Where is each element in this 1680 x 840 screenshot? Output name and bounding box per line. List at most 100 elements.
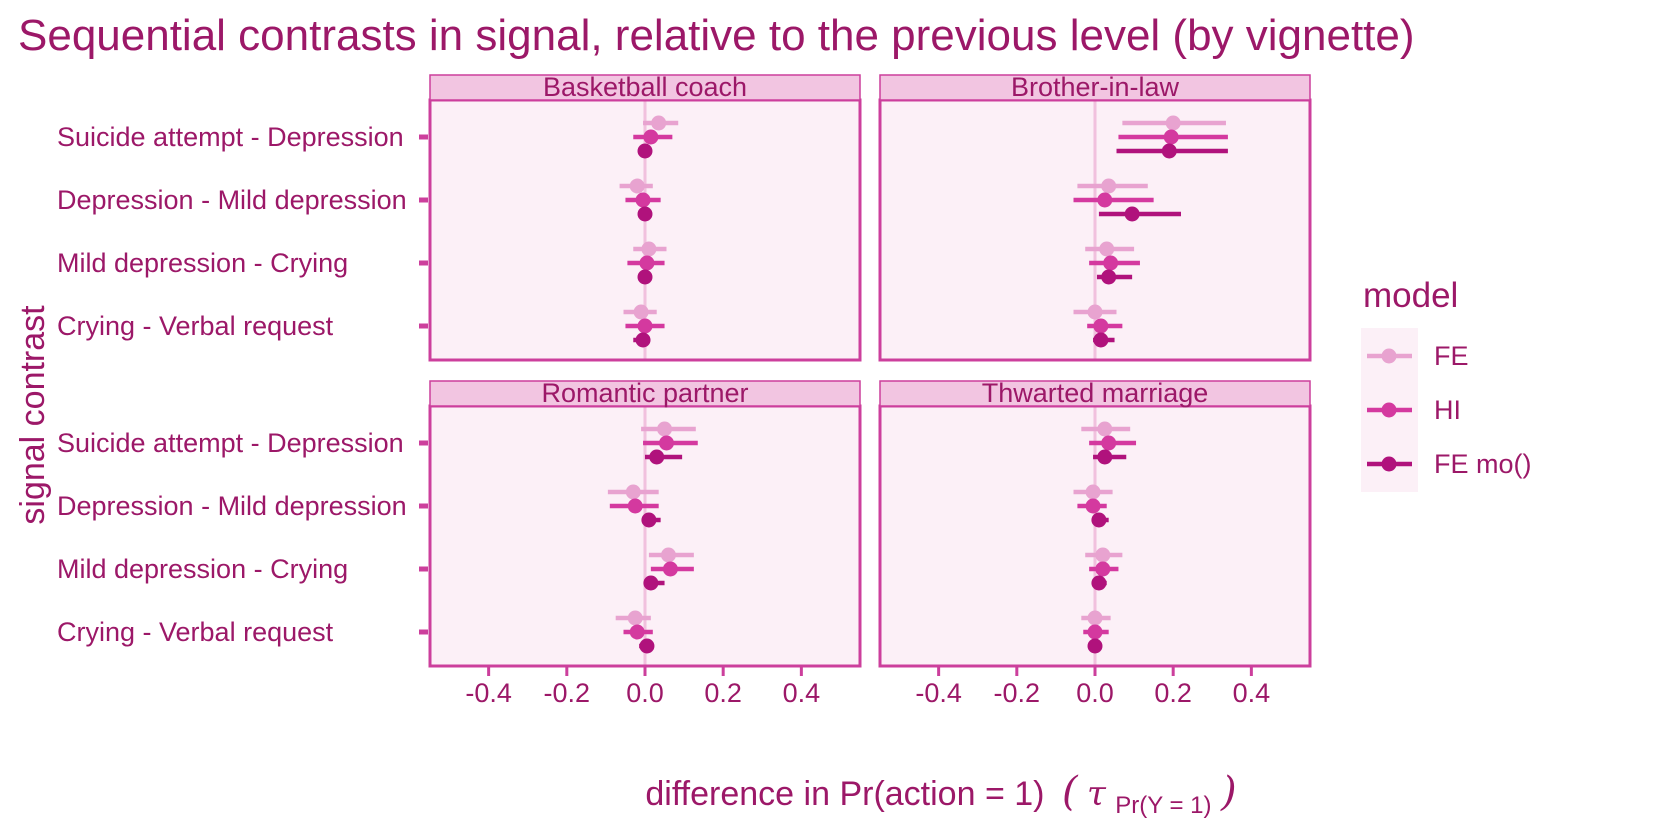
point-fe-mo-suicide-attempt-depression	[1161, 143, 1177, 159]
point-hi-crying-verbal-request	[629, 624, 645, 640]
point-fe-depression-mild-depression	[629, 178, 645, 194]
point-hi-crying-verbal-request	[637, 318, 653, 334]
legend: model FE HI FE mo()	[1361, 276, 1532, 492]
legend-item-fe-mo: FE mo()	[1367, 449, 1532, 479]
series-fe-mo	[639, 449, 683, 654]
legend-label: FE	[1434, 341, 1469, 371]
x-tick-label: 0.0	[626, 678, 664, 708]
point-fe-depression-mild-depression	[1085, 484, 1101, 500]
legend-key-point	[1381, 402, 1397, 418]
x-tick-label: 0.4	[783, 678, 821, 708]
point-fe-suicide-attempt-depression	[1165, 115, 1181, 131]
x-axis-title-open-paren: (	[1062, 769, 1079, 815]
point-fe-mo-mild-depression-crying	[643, 575, 659, 591]
panel-brother-in-law: Brother-in-law	[878, 72, 1312, 362]
panel-strip	[429, 380, 861, 407]
point-fe-crying-verbal-request	[1087, 304, 1103, 320]
panel-strip	[429, 74, 861, 101]
x-axis-title: difference in Pr(action = 1) ( τ Pr(Y = …	[645, 769, 1236, 821]
panel-strip	[879, 74, 1311, 101]
panel-basketball-coach: Basketball coach	[428, 72, 862, 362]
point-hi-mild-depression-crying	[662, 561, 678, 577]
point-fe-mo-suicide-attempt-depression	[1097, 449, 1113, 465]
panel-thwarted-marriage: Thwarted marriage	[878, 378, 1312, 668]
point-fe-mo-depression-mild-depression	[641, 512, 657, 528]
series-fe-mo	[1087, 449, 1127, 654]
point-fe-crying-verbal-request	[1087, 610, 1103, 626]
panels: Basketball coach Brother-in-law Romantic p…	[428, 72, 1312, 668]
point-fe-mo-crying-verbal-request	[1093, 332, 1109, 348]
point-fe-mo-mild-depression-crying	[1091, 575, 1107, 591]
y-tick-label: Suicide attempt - Depression	[57, 428, 404, 458]
x-axis-title-close-paren: )	[1220, 769, 1237, 815]
point-fe-depression-mild-depression	[625, 484, 641, 500]
series-hi	[625, 129, 673, 334]
point-fe-depression-mild-depression	[1101, 178, 1117, 194]
x-tick-label: 0.0	[1076, 678, 1114, 708]
point-hi-suicide-attempt-depression	[1101, 435, 1117, 451]
legend-title: model	[1363, 276, 1458, 315]
point-fe-crying-verbal-request	[633, 304, 649, 320]
point-hi-mild-depression-crying	[639, 255, 655, 271]
point-fe-mo-depression-mild-depression	[637, 206, 653, 222]
legend-item-fe: FE	[1367, 341, 1469, 371]
legend-key-point	[1381, 348, 1397, 364]
y-tick-label: Depression - Mild depression	[57, 491, 407, 521]
panel-romantic-partner: Romantic partner	[428, 378, 862, 668]
panel-strip-title: Romantic partner	[541, 378, 748, 408]
y-axis-title: signal contrast	[14, 305, 52, 525]
axes: Suicide attempt - Depression Depression -…	[57, 122, 1270, 708]
panel-strip-title: Brother-in-law	[1011, 72, 1180, 102]
x-tick-label: -0.2	[544, 678, 591, 708]
x-tick-label: 0.2	[704, 678, 742, 708]
point-fe-mo-crying-verbal-request	[639, 638, 655, 654]
point-hi-crying-verbal-request	[1087, 624, 1103, 640]
x-tick-label: -0.2	[994, 678, 1041, 708]
point-fe-mild-depression-crying	[1099, 241, 1115, 257]
x-tick-label: -0.4	[465, 678, 512, 708]
series-fe-mo	[633, 143, 653, 348]
x-tick-label: -0.4	[915, 678, 962, 708]
chart-title: Sequential contrasts in signal, relative…	[18, 11, 1415, 60]
point-hi-depression-mild-depression	[627, 498, 643, 514]
point-fe-mo-mild-depression-crying	[1101, 269, 1117, 285]
series-fe	[607, 421, 696, 626]
point-fe-mild-depression-crying	[1095, 547, 1111, 563]
y-tick-label: Mild depression - Crying	[57, 248, 348, 278]
legend-label: HI	[1434, 395, 1461, 425]
point-hi-mild-depression-crying	[1103, 255, 1119, 271]
x-axis-title-subscript: Pr(Y = 1)	[1115, 792, 1211, 819]
point-hi-mild-depression-crying	[1095, 561, 1111, 577]
point-hi-depression-mild-depression	[635, 192, 651, 208]
point-fe-mo-suicide-attempt-depression	[637, 143, 653, 159]
panel-strip-title: Basketball coach	[543, 72, 747, 102]
x-axis-title-text: difference in Pr(action = 1)	[645, 775, 1044, 813]
legend-label: FE mo()	[1434, 449, 1532, 479]
point-fe-suicide-attempt-depression	[1097, 421, 1113, 437]
x-axis-title-tau: τ	[1087, 774, 1107, 814]
point-fe-suicide-attempt-depression	[651, 115, 667, 131]
point-fe-suicide-attempt-depression	[657, 421, 673, 437]
point-hi-suicide-attempt-depression	[1163, 129, 1179, 145]
point-fe-mild-depression-crying	[660, 547, 676, 563]
series-fe-mo	[1093, 143, 1228, 348]
legend-key-point	[1381, 456, 1397, 472]
series-fe	[1073, 115, 1226, 320]
point-hi-suicide-attempt-depression	[659, 435, 674, 451]
point-fe-mo-suicide-attempt-depression	[649, 449, 665, 465]
series-hi	[1077, 435, 1137, 640]
point-fe-mo-mild-depression-crying	[637, 269, 653, 285]
point-fe-mo-crying-verbal-request	[1087, 638, 1103, 654]
point-hi-suicide-attempt-depression	[643, 129, 659, 145]
y-tick-label: Mild depression - Crying	[57, 554, 348, 584]
y-tick-label: Crying - Verbal request	[57, 311, 334, 341]
y-tick-label: Suicide attempt - Depression	[57, 122, 404, 152]
series-fe	[1073, 421, 1131, 626]
series-hi	[1073, 129, 1228, 334]
x-tick-label: 0.4	[1233, 678, 1271, 708]
point-hi-depression-mild-depression	[1085, 498, 1101, 514]
legend-item-hi: HI	[1367, 395, 1461, 425]
point-fe-mo-depression-mild-depression	[1091, 512, 1107, 528]
point-fe-mild-depression-crying	[641, 241, 657, 257]
